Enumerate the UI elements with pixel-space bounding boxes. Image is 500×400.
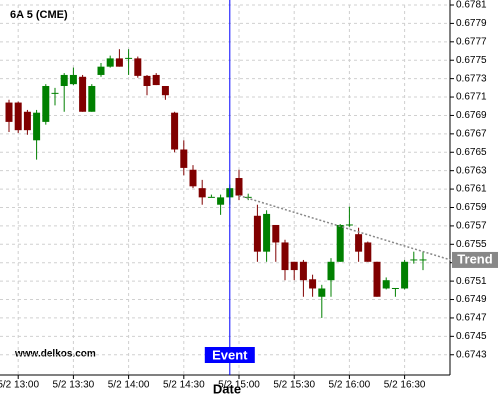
y-tick-label: 0.6747 <box>456 313 487 324</box>
candle-body <box>14 102 22 131</box>
candle-body <box>134 58 142 76</box>
candle-body <box>263 213 271 252</box>
y-tick-label: 0.6759 <box>456 202 487 213</box>
y-tick-label: 0.6775 <box>456 55 487 66</box>
y-tick-label: 0.6765 <box>456 147 487 158</box>
y-tick-label: 0.6751 <box>456 276 487 287</box>
trend-label: Trend <box>457 251 492 266</box>
y-tick-label: 0.6771 <box>456 92 487 103</box>
candle-body <box>180 149 188 168</box>
candle-body <box>42 85 50 122</box>
candle-body <box>152 74 160 86</box>
y-tick-label: 0.6777 <box>456 36 487 47</box>
candle-body <box>115 58 123 67</box>
y-tick-label: 0.6757 <box>456 221 487 232</box>
candle-body <box>189 169 197 187</box>
x-tick-label: 5/2 13:00 <box>0 380 39 391</box>
x-axis-title: Date <box>213 381 241 396</box>
candle-body <box>364 242 372 262</box>
candle-body <box>217 197 225 205</box>
candle-body <box>97 66 105 75</box>
chart-title: 6A 5 (CME) <box>10 9 68 21</box>
y-tick-label: 0.6779 <box>456 18 487 29</box>
y-tick-label: 0.6767 <box>456 128 487 139</box>
candle-body <box>299 261 307 281</box>
candle-body <box>79 76 87 112</box>
y-tick-label: 0.6749 <box>456 294 487 305</box>
event-label-box <box>204 347 255 363</box>
candle-body <box>198 188 206 198</box>
candle-body <box>272 224 280 243</box>
x-tick-label: 5/2 16:30 <box>384 380 426 391</box>
candle-body <box>373 261 381 297</box>
candle-body <box>336 224 344 262</box>
y-tick-label: 0.6773 <box>456 73 487 84</box>
y-tick-label: 0.6743 <box>456 349 487 360</box>
candle-body <box>5 102 13 122</box>
candle-body <box>88 85 96 112</box>
candle-body <box>355 234 363 252</box>
x-tick-label: 5/2 15:00 <box>218 380 260 391</box>
y-tick-label: 0.6745 <box>456 331 487 342</box>
candle-body <box>161 85 169 96</box>
candle-body <box>33 112 41 141</box>
trend-line <box>238 194 451 261</box>
x-tick-label: 5/2 14:00 <box>108 380 150 391</box>
candle-body <box>235 178 243 196</box>
candle-body <box>60 74 68 86</box>
trend-label-box <box>452 251 498 268</box>
candle-body <box>327 261 335 281</box>
event-label: Event <box>212 347 248 362</box>
candle-body <box>290 261 298 271</box>
y-tick-label: 0.6781 <box>456 0 487 11</box>
candle-body <box>171 112 179 150</box>
candle-body <box>69 74 77 85</box>
candle-body <box>143 75 151 86</box>
y-tick-label: 0.6761 <box>456 184 487 195</box>
candle-body <box>106 58 114 67</box>
x-tick-label: 5/2 16:00 <box>329 380 371 391</box>
y-tick-label: 0.6763 <box>456 165 487 176</box>
x-tick-label: 5/2 13:30 <box>53 380 95 391</box>
candle-body <box>309 279 317 289</box>
candle-body <box>253 215 261 252</box>
candle-body <box>318 288 326 297</box>
grid <box>0 4 450 375</box>
candle-body <box>401 261 409 289</box>
x-tick-label: 5/2 14:30 <box>163 380 205 391</box>
candle-body <box>23 111 31 131</box>
watermark: www.delkos.com <box>14 349 96 360</box>
candle-body <box>382 280 390 289</box>
y-tick-label: 0.6755 <box>456 239 487 250</box>
y-tick-label: 0.6769 <box>456 110 487 121</box>
candle-body <box>281 242 289 271</box>
x-tick-label: 5/2 15:30 <box>273 380 315 391</box>
